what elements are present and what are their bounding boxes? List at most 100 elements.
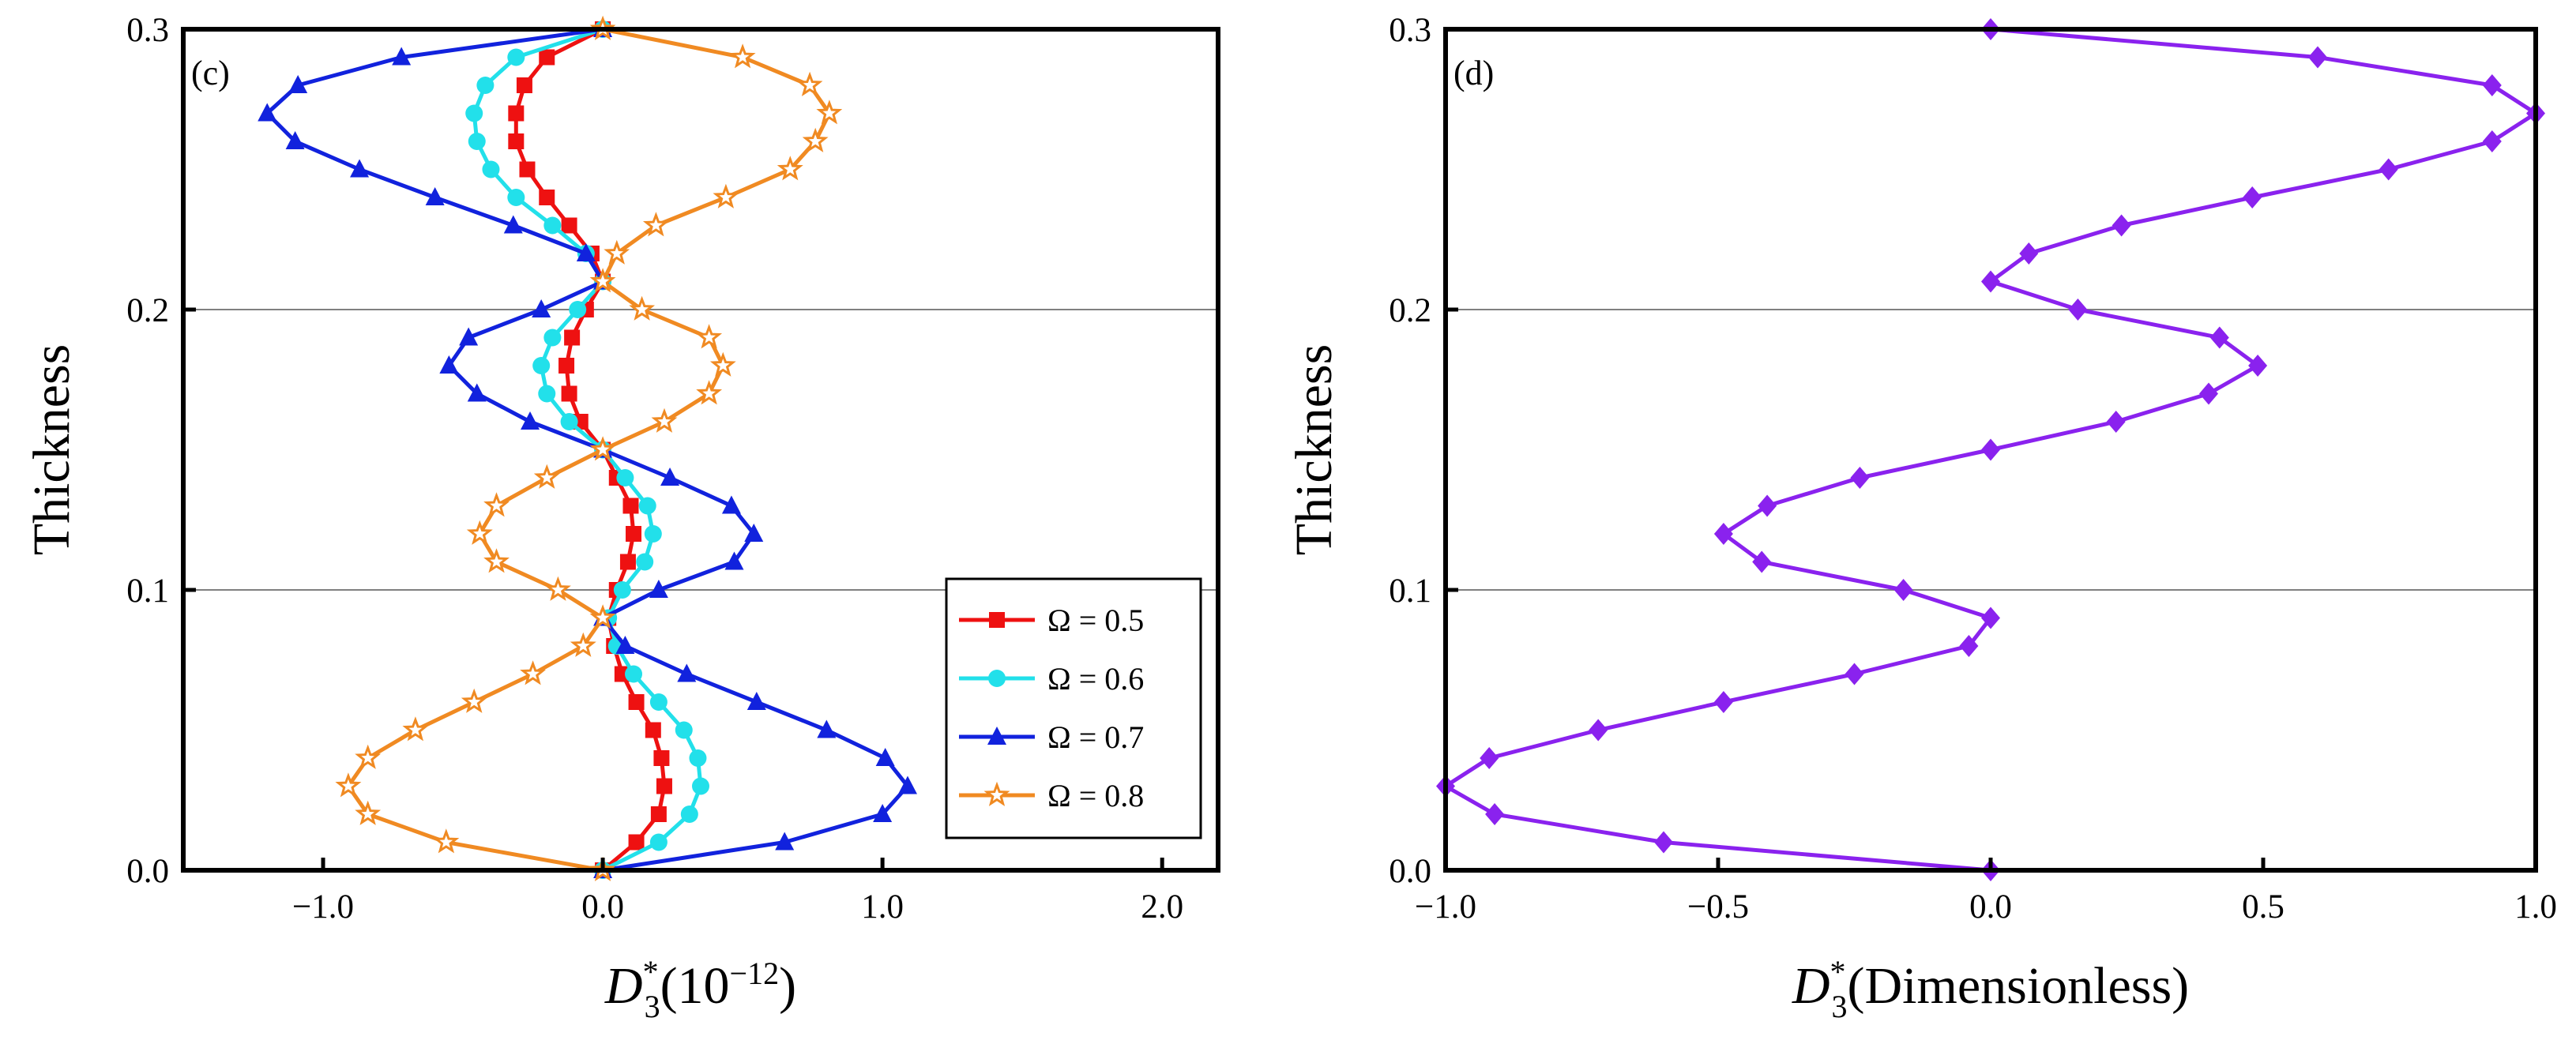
panel-d-data-point (2482, 74, 2502, 96)
panel-c-data-point (898, 775, 917, 794)
panel-c-y-axis-label: Thickness (23, 344, 81, 556)
legend-swatch-marker (989, 612, 1005, 628)
panel-c-data-point (520, 660, 546, 685)
panel-c-data-point (543, 216, 562, 235)
panel-d-x-label-suffix: (Dimensionless) (1848, 957, 2190, 1015)
panel-c-data-point (628, 834, 645, 851)
panel-c-data-point (507, 48, 525, 66)
panel-c-data-point (677, 663, 697, 682)
panel-c-data-point (649, 580, 668, 598)
panel-c-data-point (543, 329, 562, 347)
panel-c-data-point (350, 159, 370, 178)
panel-d-data-point (1893, 579, 1913, 601)
panel-d-grid (1446, 309, 2536, 591)
panel-d-data-point (2068, 299, 2088, 321)
panel-c-data-point (721, 495, 741, 514)
panel-c-data-point (692, 777, 709, 795)
panel-c-data-point (629, 295, 656, 321)
panel-c-data-point (425, 187, 445, 205)
panel-c-data-point (466, 520, 493, 545)
panel-c-data-point (288, 75, 308, 93)
panel-c-data-point (796, 71, 823, 96)
panel-d-data-point (2379, 158, 2398, 181)
panel-d-y-axis-label: Thickness (1285, 344, 1343, 556)
panel-c-data-point (777, 156, 803, 181)
panel-c-data-point (675, 721, 693, 739)
panel-d-data-point (1758, 494, 1777, 517)
panel-c-data-point (564, 329, 581, 346)
panel-c-data-point (817, 719, 837, 738)
panel-d-data-point (1713, 691, 1733, 713)
panel-c-grid (183, 309, 1218, 591)
panel-c-frame (181, 27, 1220, 873)
panel-d-x-ticks: −1.0 −0.5 0.0 0.5 1.0 (1415, 858, 2557, 926)
panel-c-data-point (875, 748, 895, 766)
panel-c-data-point (570, 632, 596, 657)
panel-c-y-tick-label: 0.0 (126, 853, 169, 890)
panel-c-data-point (433, 828, 460, 854)
panel-c-x-tick-label: 1.0 (861, 888, 904, 926)
panel-c-data-point (521, 411, 540, 430)
panel-c-data-point (616, 469, 634, 486)
panel-c-x-tick-label: −1.0 (292, 888, 354, 926)
panel-c-data-point (532, 357, 551, 374)
panel-c-data-point (560, 413, 578, 430)
panel-d-data-point (2106, 411, 2126, 433)
panel-c: −1.0 0.0 1.0 2.0 0.0 0.1 0.2 0.3 (c) Thickness… (23, 12, 1220, 1024)
legend-entry-label: Ω = 0.8 (1047, 778, 1144, 813)
panel-c-x-axis-label: D* 3(10−12) (604, 954, 796, 1024)
panel-d-x-tick-label: −1.0 (1415, 888, 1476, 926)
panel-d-y-tick-label: 0.3 (1389, 12, 1431, 49)
panel-c-y-tick-label: 0.2 (126, 292, 169, 329)
panel-c-data-point (569, 301, 587, 318)
panel-d: −1.0 −0.5 0.0 0.5 1.0 0.0 0.1 0.2 0.3 (d) Thick… (1285, 12, 2557, 1024)
panel-c-data-point (508, 105, 525, 122)
panel-d-data-point (2199, 382, 2218, 405)
panel-c-x-ticks: −1.0 0.0 1.0 2.0 (292, 858, 1183, 926)
panel-c-data-point (538, 385, 556, 403)
panel-c-data-point (653, 750, 670, 766)
panel-c-data-point (873, 804, 893, 822)
panel-c-data-point (532, 299, 551, 317)
panel-d-x-label-superscript: * (1830, 954, 1846, 990)
panel-c-data-point (519, 161, 536, 178)
panel-d-data-point (1845, 663, 1864, 685)
panel-c-data-point (802, 127, 829, 152)
panel-d-data-point (1752, 550, 1772, 573)
panel-c-data-point (628, 694, 645, 710)
panel-c-x-label-exponent: −12 (730, 956, 780, 991)
panel-d-x-tick-label: 0.5 (2242, 888, 2285, 926)
panel-c-data-point (558, 358, 575, 374)
panel-c-data-point (533, 464, 560, 489)
panel-d-data-point (2112, 214, 2131, 237)
panel-c-data-point (622, 498, 639, 514)
panel-c-y-ticks: 0.0 0.1 0.2 0.3 (126, 12, 196, 890)
panel-c-data-point (645, 722, 661, 738)
panel-c-data-point (589, 604, 616, 629)
panel-d-data-point (1981, 606, 2000, 629)
panel-c-data-point (649, 833, 668, 851)
panel-c-data-point (642, 212, 669, 237)
legend-entry-label: Ω = 0.6 (1047, 661, 1144, 697)
legend-entry-label: Ω = 0.5 (1047, 603, 1144, 638)
panel-c-data-point (576, 243, 596, 261)
panel-c-data-point (613, 581, 631, 599)
panel-c-data-point (650, 806, 667, 822)
panel-c-series-line (346, 27, 832, 873)
panel-c-data-point (656, 778, 672, 794)
panel-d-data-point (2308, 46, 2327, 69)
panel-c-data-point (476, 77, 495, 94)
panel-d-series (1436, 18, 2545, 881)
panel-c-data-point (539, 49, 555, 66)
panel-d-data-point (2209, 326, 2229, 349)
panel-d-data-point (2019, 242, 2039, 265)
panel-d-data-point (2243, 186, 2262, 208)
panel-c-data-point (680, 806, 698, 823)
legend-entry-label: Ω = 0.7 (1047, 719, 1144, 755)
panel-d-y-ticks: 0.0 0.1 0.2 0.3 (1389, 12, 1458, 890)
panel-d-data-point (1981, 438, 2000, 461)
panel-d-x-tick-label: −0.5 (1687, 888, 1749, 926)
panel-c-data-point (625, 665, 643, 683)
panel-c-data-point (483, 492, 510, 517)
